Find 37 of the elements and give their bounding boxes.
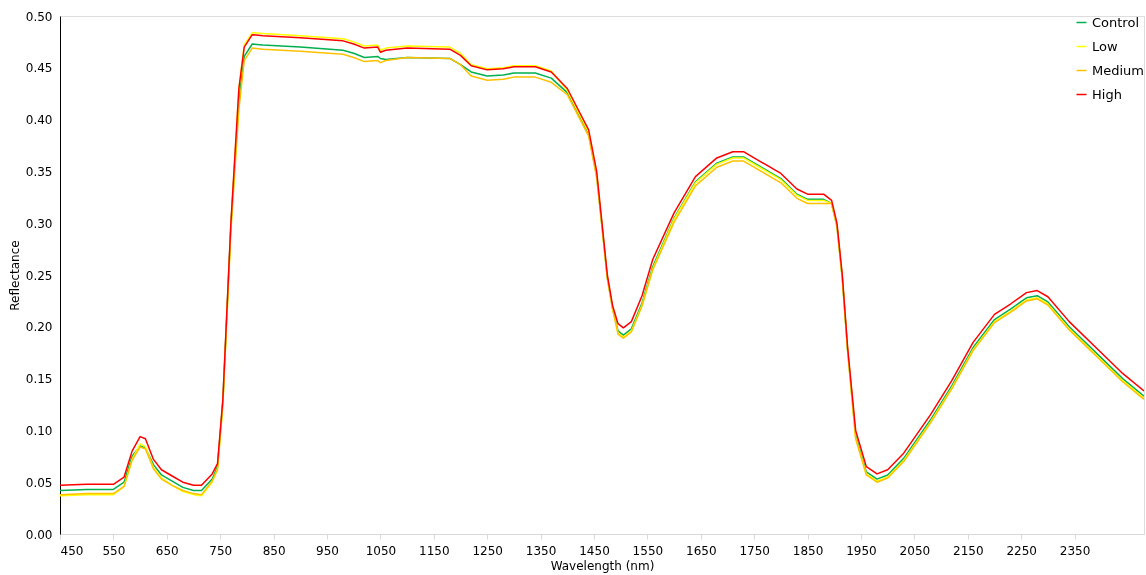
x-tick-label: 1550 [632,543,664,558]
y-tick-label: 0.05 [25,475,53,490]
y-tick-label: 0.40 [25,113,53,128]
y-tick-label: 0.25 [25,268,53,283]
y-tick-label: 0.00 [25,527,53,542]
y-tick-label: 0.35 [25,164,53,179]
x-tick-label: 2350 [1059,543,1091,558]
x-tick-label: 1250 [472,543,503,558]
x-tick-label: 1350 [525,543,557,558]
y-tick-label: 0.50 [25,9,53,24]
x-tick-label: 1950 [846,543,877,558]
legend-label: Low [1092,38,1118,54]
x-tick-label: 950 [316,543,339,558]
y-tick-label: 0.30 [25,216,53,231]
x-tick-label: 2250 [1006,543,1037,558]
x-tick-label: 2050 [899,543,931,558]
x-axis-title: Wavelength (nm) [550,558,655,573]
x-tick-label: 1850 [792,543,824,558]
x-tick-label: 1750 [739,543,770,558]
x-tick-label: 450 [60,543,84,558]
legend-label: Control [1092,14,1139,30]
y-axis-title: Reflectance [7,240,22,311]
y-tick-label: 0.10 [25,423,53,438]
x-tick-label: 1650 [686,543,717,558]
y-tick-label: 0.20 [25,320,53,335]
x-tick-label: 1150 [419,543,450,558]
x-tick-label: 550 [102,543,126,558]
x-tick-label: 1050 [365,543,397,558]
legend-label: High [1092,86,1122,102]
y-tick-label: 0.15 [25,372,53,387]
x-tick-label: 750 [209,543,233,558]
y-tick-label: 0.45 [25,61,53,76]
x-tick-label: 650 [155,543,179,558]
x-tick-label: 1450 [579,543,610,558]
legend-label: Medium [1092,62,1144,78]
x-tick-label: 2150 [953,543,984,558]
x-tick-label: 850 [262,543,286,558]
